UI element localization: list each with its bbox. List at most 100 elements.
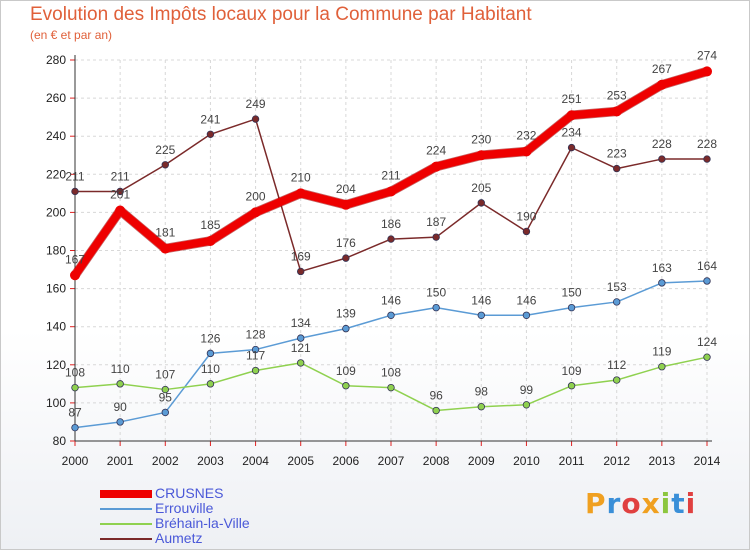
data-point [477, 403, 485, 411]
x-tick-label: 2013 [649, 454, 676, 468]
data-point [251, 345, 260, 354]
data-label: 163 [652, 261, 672, 275]
logo-letter: i [685, 487, 697, 520]
data-label: 210 [291, 170, 311, 184]
series-errouville [71, 277, 711, 432]
data-label: 224 [426, 144, 446, 158]
series-crusnes [70, 66, 712, 281]
data-label: 251 [562, 92, 582, 106]
data-label: 211 [65, 169, 84, 183]
data-label: 200 [246, 189, 266, 203]
y-tick-label: 240 [46, 129, 66, 143]
legend-label: Errouville [155, 500, 214, 516]
data-label: 153 [607, 280, 627, 294]
data-point [71, 383, 79, 392]
data-label: 274 [697, 48, 717, 62]
data-label: 234 [562, 126, 582, 140]
data-label: 223 [607, 147, 627, 161]
data-point [251, 366, 260, 375]
x-tick-label: 2002 [152, 454, 179, 468]
data-label: 117 [246, 349, 265, 363]
data-point [432, 406, 440, 415]
data-point [116, 418, 124, 426]
data-label: 108 [381, 366, 401, 380]
logo-letter: r [606, 487, 622, 520]
chart-subtitle: (en € et par an) [30, 28, 113, 42]
data-point [613, 298, 621, 306]
x-tick-label: 2008 [423, 454, 450, 468]
data-point [387, 311, 395, 319]
x-tick-label: 2011 [559, 454, 585, 468]
data-label: 128 [246, 328, 266, 342]
data-point [567, 382, 576, 390]
logo-letter: P [585, 487, 607, 520]
data-label: 190 [516, 209, 536, 223]
data-label: 119 [652, 345, 671, 359]
data-point [71, 187, 79, 196]
data-label: 146 [381, 293, 401, 307]
data-point [161, 161, 169, 169]
data-label: 109 [336, 364, 356, 378]
data-label: 98 [475, 385, 489, 399]
data-label: 230 [471, 132, 491, 146]
data-label: 112 [607, 358, 626, 372]
x-tick-label: 2010 [513, 454, 540, 468]
x-tick-label: 2014 [694, 454, 721, 468]
legend-label: CRUSNES [155, 485, 224, 501]
data-point [116, 380, 124, 388]
data-point [251, 115, 260, 123]
legend-swatch [100, 508, 152, 510]
data-point [567, 303, 576, 312]
legend-label: Aumetz [155, 530, 203, 546]
data-point [297, 334, 305, 342]
data-label: 134 [291, 316, 311, 330]
data-point [702, 66, 712, 77]
data-point [431, 161, 442, 172]
data-point [206, 380, 215, 388]
data-label: 110 [201, 362, 220, 376]
data-label: 228 [652, 137, 672, 151]
data-label: 146 [471, 293, 491, 307]
data-point [161, 385, 169, 394]
data-label: 126 [200, 331, 220, 345]
data-point [522, 311, 531, 319]
data-point [703, 155, 711, 163]
data-point [656, 79, 667, 90]
data-label: 107 [155, 368, 175, 382]
data-label: 186 [381, 217, 401, 231]
data-label: 211 [381, 168, 400, 182]
data-label: 267 [652, 62, 672, 76]
x-tick-label: 2005 [287, 454, 314, 468]
data-label: 169 [291, 249, 311, 263]
data-point [340, 199, 351, 210]
data-point [297, 267, 305, 276]
data-label: 124 [697, 335, 717, 349]
series-lines [70, 66, 712, 432]
data-point [613, 164, 621, 173]
y-tick-label: 220 [46, 167, 66, 181]
data-label: 96 [429, 389, 443, 403]
y-tick-label: 280 [46, 53, 66, 67]
chart-title: Evolution des Impôts locaux pour la Comm… [30, 4, 532, 25]
legend-swatch [100, 523, 152, 525]
data-label: 150 [426, 286, 446, 300]
data-point [295, 188, 306, 199]
data-point [613, 376, 621, 384]
data-point [521, 146, 532, 157]
data-point [658, 363, 666, 371]
legend-swatch [100, 538, 152, 540]
data-point [297, 359, 305, 367]
data-label: 87 [68, 406, 82, 420]
data-label: 232 [516, 128, 536, 142]
data-point [658, 155, 666, 163]
data-point [703, 277, 711, 285]
series-aumetz [71, 115, 711, 276]
y-tick-label: 180 [46, 244, 66, 258]
data-label: 204 [336, 182, 356, 196]
data-label: 121 [291, 341, 311, 355]
x-tick-label: 2004 [242, 454, 269, 468]
x-tick-label: 2000 [62, 454, 89, 468]
